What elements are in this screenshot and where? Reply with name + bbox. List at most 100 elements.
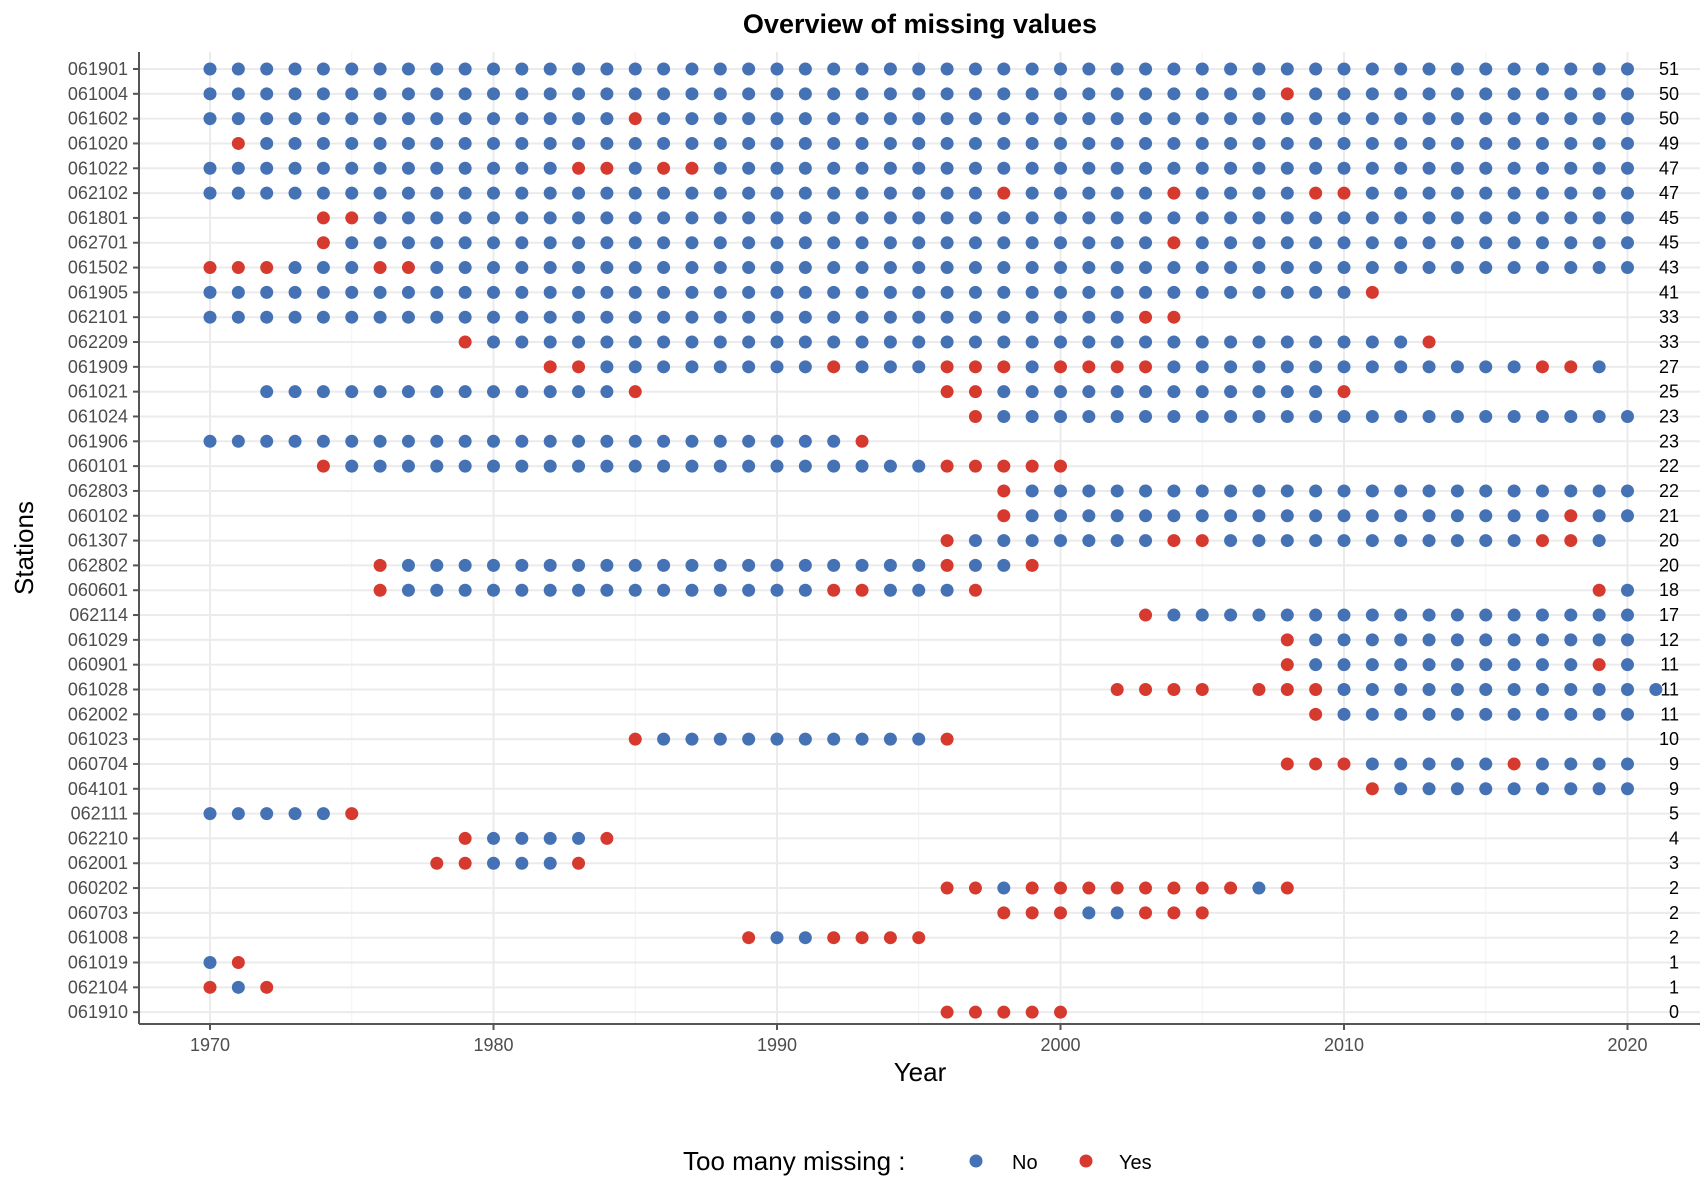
point-ok (1224, 509, 1238, 523)
station-label: 060102 (68, 506, 128, 526)
point-ok (316, 261, 330, 275)
point-ok (770, 583, 784, 597)
point-ok (1394, 112, 1408, 126)
point-ok (345, 285, 359, 299)
point-ok (1025, 409, 1039, 423)
point-ok (827, 335, 841, 349)
point-ok (458, 112, 472, 126)
point-ok (883, 285, 897, 299)
point-ok (600, 385, 614, 399)
point-ok (1365, 683, 1379, 696)
point-ok (373, 310, 387, 324)
point-missing (940, 459, 954, 473)
point-ok (628, 310, 642, 324)
point-ok (1479, 261, 1493, 275)
point-ok (1252, 534, 1266, 548)
point-missing (968, 360, 982, 374)
point-ok (685, 236, 699, 250)
point-missing (1167, 534, 1181, 548)
point-ok (1394, 261, 1408, 275)
point-missing (401, 261, 415, 275)
point-ok (1450, 236, 1464, 250)
point-missing (1054, 906, 1067, 920)
point-ok (1592, 136, 1606, 150)
point-ok (855, 211, 869, 225)
station-label: 061023 (68, 729, 128, 749)
point-ok (1309, 261, 1323, 275)
point-ok (1252, 62, 1266, 76)
count-label: 0 (1669, 1002, 1679, 1022)
point-ok (1621, 658, 1634, 672)
point-ok (1479, 484, 1493, 498)
chart-title: Overview of missing values (743, 9, 1097, 39)
point-ok (912, 211, 926, 225)
point-ok (1082, 285, 1096, 299)
point-ok (430, 261, 444, 275)
point-ok (940, 211, 954, 225)
point-missing (1139, 906, 1153, 920)
point-ok (1337, 683, 1351, 696)
point-ok (1082, 161, 1096, 175)
point-ok (1535, 62, 1549, 76)
point-missing (968, 459, 982, 473)
point-ok (1535, 136, 1549, 150)
point-ok (1280, 136, 1294, 150)
point-ok (1167, 261, 1181, 275)
point-missing (940, 881, 954, 895)
point-ok (1535, 658, 1549, 672)
point-ok (515, 236, 529, 250)
point-ok (883, 161, 897, 175)
point-ok (1110, 112, 1124, 126)
point-ok (1394, 87, 1408, 101)
point-ok (1592, 186, 1606, 200)
point-ok (600, 112, 614, 126)
point-ok (742, 62, 756, 76)
point-ok (1224, 385, 1238, 399)
point-ok (487, 285, 500, 299)
point-ok (373, 434, 387, 448)
point-ok (1139, 385, 1153, 399)
point-ok (685, 434, 699, 448)
point-ok (1224, 87, 1238, 101)
point-ok (1564, 658, 1578, 672)
point-ok (940, 261, 954, 275)
count-label: 22 (1659, 456, 1679, 476)
point-missing (458, 335, 472, 349)
point-ok (600, 136, 614, 150)
point-missing (231, 261, 245, 275)
point-ok (827, 285, 841, 299)
x-tick-label: 1970 (190, 1035, 230, 1055)
point-ok (1564, 683, 1578, 696)
point-ok (1139, 112, 1153, 126)
point-ok (1507, 161, 1521, 175)
point-missing (458, 831, 472, 845)
point-ok (288, 62, 302, 76)
count-label: 18 (1659, 580, 1679, 600)
count-label: 5 (1669, 804, 1679, 824)
point-ok (231, 161, 245, 175)
point-ok (1309, 285, 1323, 299)
point-ok (543, 62, 557, 76)
point-ok (1195, 186, 1209, 200)
point-ok (1054, 211, 1067, 225)
point-ok (770, 360, 784, 374)
point-missing (1167, 906, 1181, 920)
count-label: 9 (1669, 754, 1679, 774)
point-ok (1082, 62, 1096, 76)
point-ok (1195, 335, 1209, 349)
point-ok (1422, 608, 1436, 622)
point-ok (1309, 87, 1323, 101)
point-ok (1139, 534, 1153, 548)
point-ok (1167, 509, 1181, 523)
point-ok (713, 583, 727, 597)
point-missing (940, 558, 954, 572)
point-ok (1592, 757, 1606, 771)
point-ok (1082, 87, 1096, 101)
point-ok (401, 285, 415, 299)
point-ok (572, 459, 586, 473)
point-missing (1082, 881, 1096, 895)
point-ok (1479, 782, 1493, 796)
point-ok (1110, 335, 1124, 349)
station-label: 062114 (69, 605, 128, 625)
point-ok (231, 87, 245, 101)
